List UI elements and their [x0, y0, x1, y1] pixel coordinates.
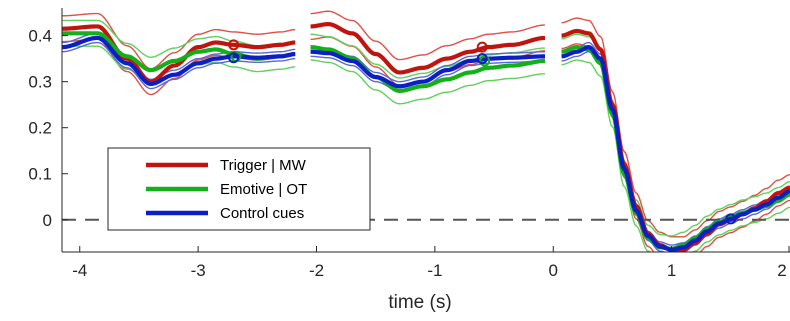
- y-tick-label: 0.3: [28, 73, 52, 92]
- x-tick-label: 1: [667, 261, 676, 280]
- legend-label-0: Trigger | MW: [220, 157, 307, 174]
- marker-2-0: [228, 52, 240, 64]
- band-upper-2-1: [310, 46, 545, 83]
- x-tick-label: -4: [72, 261, 87, 280]
- x-tick-label: 0: [549, 261, 558, 280]
- band-lower-0-2: [561, 43, 790, 252]
- marker-2-2: [725, 213, 737, 225]
- marker-1-1: [479, 55, 491, 67]
- series-line-2-0: [62, 35, 297, 87]
- series-lines: [62, 22, 790, 252]
- band-lower-2-0: [62, 41, 296, 90]
- series-line-0-2: [560, 28, 790, 252]
- legend: Trigger | MW Emotive | OT Control cues: [107, 147, 371, 231]
- band-upper-2-2: [561, 41, 790, 246]
- y-tick-label: 0.4: [28, 27, 52, 46]
- series-line-2-2: [560, 45, 790, 252]
- marker-0-0: [228, 39, 240, 51]
- tick-labels: 0 0.1 0.2 0.3 0.4 -4 -3 -2 -1 0 1 2: [28, 27, 786, 280]
- x-tick-label: 2: [777, 261, 786, 280]
- band-lower-2-2: [561, 51, 790, 252]
- band-lower-1-1: [310, 59, 545, 105]
- series-line-0-0: [62, 24, 297, 84]
- band-upper-0-0: [62, 12, 296, 70]
- marker-2-1: [476, 53, 488, 65]
- band-upper-0-1: [310, 10, 545, 61]
- x-tick-label: -2: [309, 261, 324, 280]
- band-upper-1-2: [561, 33, 790, 237]
- x-tick-label: -3: [191, 261, 206, 280]
- series-markers: [228, 39, 737, 225]
- band-upper-0-2: [561, 17, 790, 238]
- band-lower-1-2: [561, 59, 790, 252]
- series-line-0-1: [309, 22, 546, 75]
- series-line-1-1: [309, 45, 546, 93]
- x-tick-label: -1: [427, 261, 442, 280]
- axes: [61, 8, 790, 253]
- legend-label-1: Emotive | OT: [220, 181, 307, 198]
- legend-label-2: Control cues: [220, 205, 304, 222]
- marker-0-1: [476, 41, 488, 53]
- x-axis-label: time (s): [388, 292, 451, 313]
- series-line-1-2: [560, 45, 790, 251]
- y-tick-label: 0.1: [28, 165, 52, 184]
- y-tick-label: 0.2: [28, 119, 52, 138]
- series-line-2-1: [309, 49, 546, 89]
- y-tick-label: 0: [43, 211, 52, 230]
